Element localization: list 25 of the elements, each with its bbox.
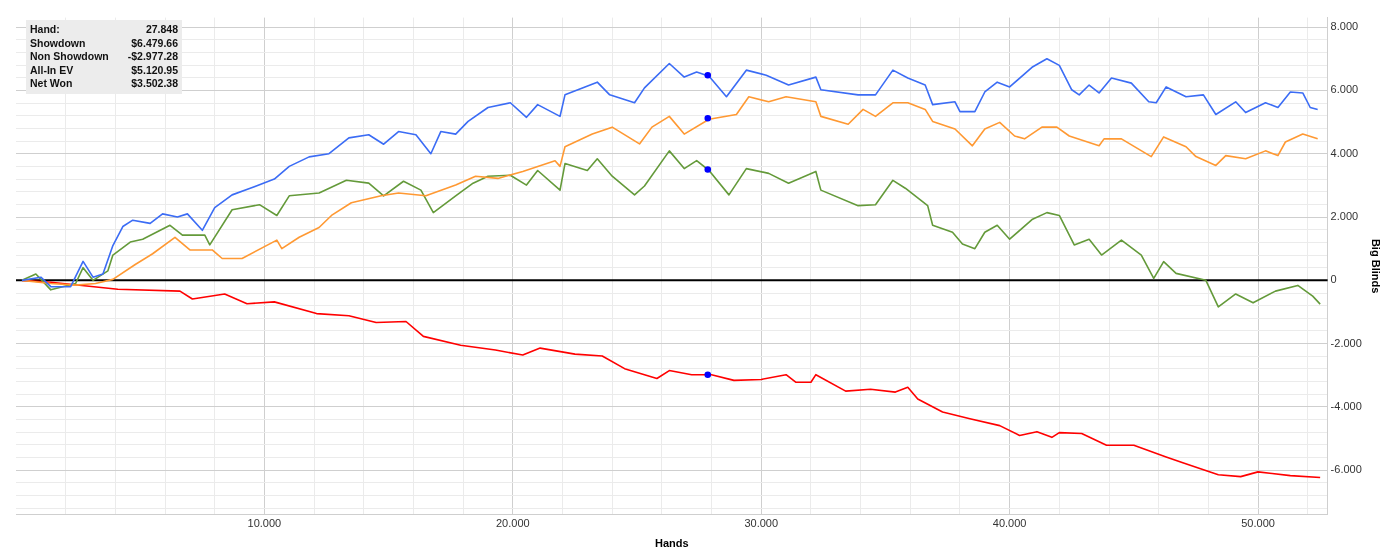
annotation: $3.502.38 xyxy=(131,77,178,91)
x-axis-title: Hands xyxy=(654,537,689,550)
x-tick-label: 10.000 xyxy=(247,517,282,530)
x-tick-label: 20.000 xyxy=(495,517,530,530)
annotation: 27.848 xyxy=(145,23,178,37)
annotation: $6.479.66 xyxy=(131,36,178,50)
x-tick-label: 50.000 xyxy=(1241,517,1275,530)
y-tick-label: -4.000 xyxy=(1330,400,1362,412)
y-tick-label: -6.000 xyxy=(1330,463,1362,476)
y-tick-label: 0 xyxy=(1330,273,1337,286)
x-tick-label: 40.000 xyxy=(992,517,1027,530)
annotation: -$2.977.28 xyxy=(127,50,178,64)
y-tick-label: 2.000 xyxy=(1330,210,1359,223)
annotation: Showdown xyxy=(30,36,86,50)
annotation: Hand: xyxy=(30,23,60,37)
y-tick-label: 6.000 xyxy=(1330,83,1359,96)
y-tick-label: -2.000 xyxy=(1330,336,1362,349)
y-tick-label: 4.000 xyxy=(1330,146,1359,159)
y-tick-label: 8.000 xyxy=(1330,20,1359,33)
annotation: Net Won xyxy=(30,77,73,91)
annotation: Non Showdown xyxy=(30,50,109,64)
y-axis-title: Big Blinds xyxy=(1370,238,1383,294)
annotation: $5.120.95 xyxy=(131,63,178,77)
annotation: All-In EV xyxy=(30,63,74,77)
x-tick-label: 30.000 xyxy=(744,517,779,530)
